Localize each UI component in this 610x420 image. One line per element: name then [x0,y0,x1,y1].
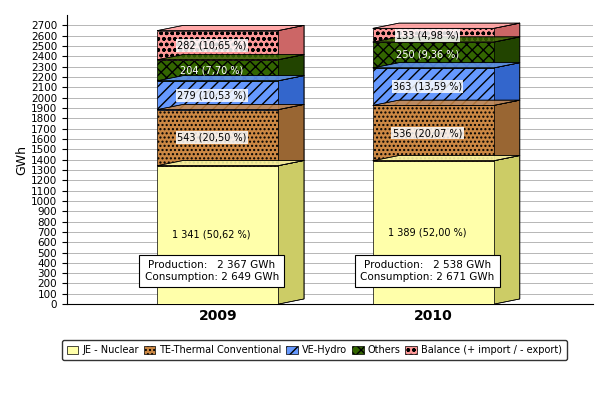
Polygon shape [373,37,520,42]
Polygon shape [373,23,520,28]
Bar [373,105,494,161]
Bar [157,165,278,304]
Polygon shape [494,37,520,68]
Text: 279 (10,53 %): 279 (10,53 %) [177,90,246,100]
Bar [157,60,278,81]
Text: 363 (13,59 %): 363 (13,59 %) [393,81,462,92]
Bar [373,68,494,105]
Text: 543 (20,50 %): 543 (20,50 %) [177,133,246,143]
Polygon shape [494,100,520,161]
Bar [157,81,278,110]
Bar [157,31,278,60]
Text: 1 389 (52,00 %): 1 389 (52,00 %) [388,227,467,237]
Polygon shape [157,25,304,31]
Polygon shape [278,160,304,304]
Bar [373,42,494,68]
Bar [373,161,494,304]
Text: 250 (9,36 %): 250 (9,36 %) [396,50,459,60]
Polygon shape [278,25,304,60]
Polygon shape [373,155,520,161]
Bar [373,28,494,42]
Text: 282 (10,65 %): 282 (10,65 %) [177,40,246,50]
Text: 1 341 (50,62 %): 1 341 (50,62 %) [173,230,251,240]
Polygon shape [373,63,520,68]
Text: 204 (7,70 %): 204 (7,70 %) [180,65,243,75]
Y-axis label: GWh: GWh [15,144,28,175]
Polygon shape [157,105,304,110]
Polygon shape [157,76,304,81]
Polygon shape [157,55,304,60]
Polygon shape [157,160,304,165]
Text: Production:   2 538 GWh
Consumption: 2 671 GWh: Production: 2 538 GWh Consumption: 2 671… [361,260,495,282]
Text: 536 (20,07 %): 536 (20,07 %) [393,128,462,138]
Polygon shape [494,63,520,105]
Legend: JE - Nuclear, TE-Thermal Conventional, VE-Hydro, Others, Balance (+ import / - e: JE - Nuclear, TE-Thermal Conventional, V… [62,340,567,360]
Polygon shape [278,105,304,165]
Polygon shape [494,23,520,42]
Polygon shape [278,55,304,81]
Text: Production:   2 367 GWh
Consumption: 2 649 GWh: Production: 2 367 GWh Consumption: 2 649… [145,260,279,282]
Polygon shape [278,76,304,110]
Bar [157,110,278,165]
Text: 133 (4,98 %): 133 (4,98 %) [396,30,459,40]
Polygon shape [373,100,520,105]
Polygon shape [494,155,520,304]
